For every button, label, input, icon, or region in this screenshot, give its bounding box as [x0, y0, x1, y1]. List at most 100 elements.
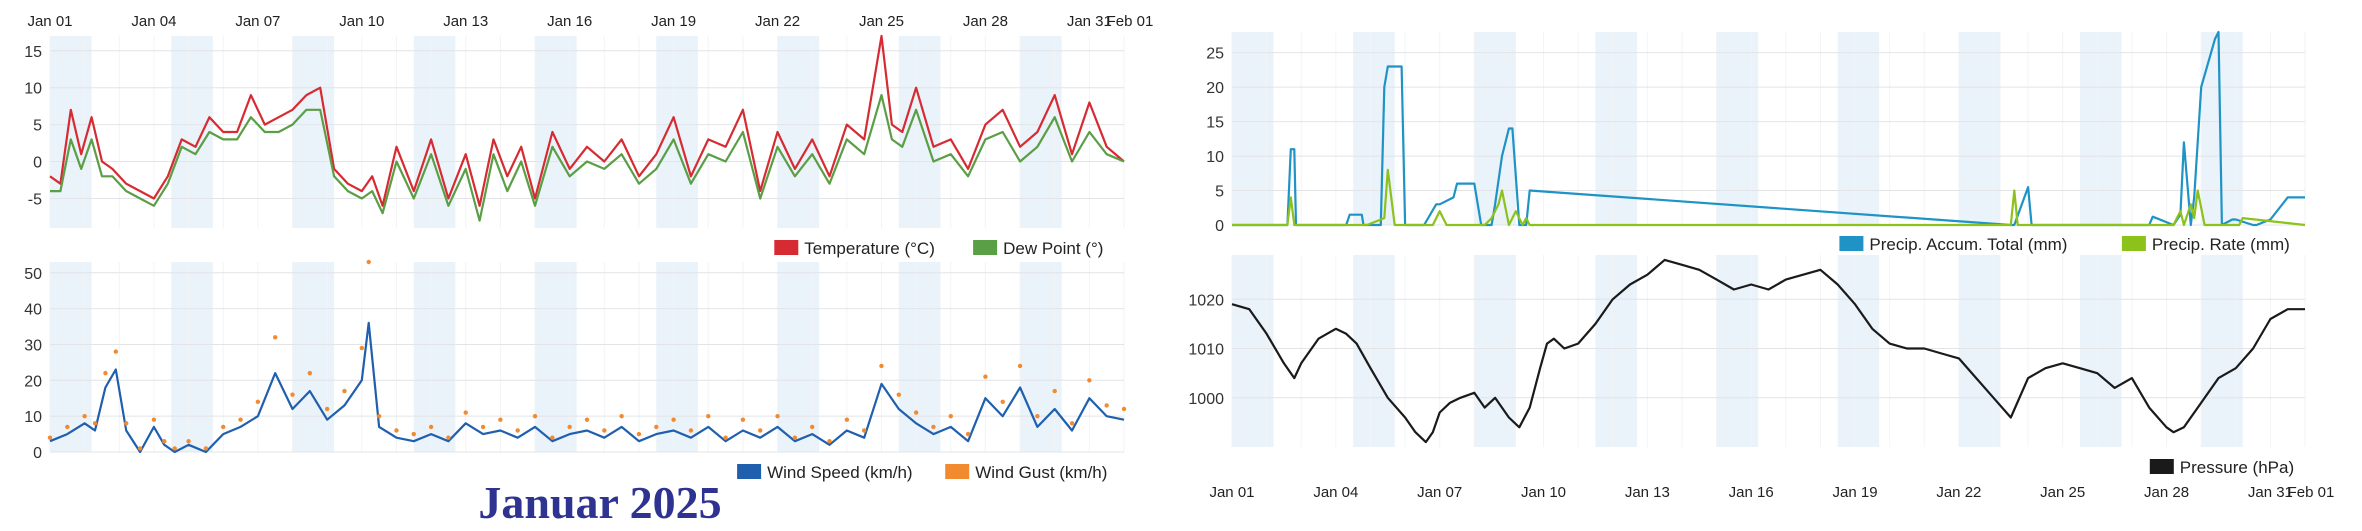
background-stripe	[898, 36, 941, 228]
gust-point	[480, 424, 486, 430]
background-stripe	[656, 262, 698, 452]
panel-precip	[1231, 30, 2306, 251]
y-tick-label: 15	[24, 44, 42, 61]
background-stripe	[292, 262, 335, 452]
gust-point	[82, 413, 87, 419]
gust-point	[113, 349, 119, 354]
y-tick-label: 10	[24, 81, 42, 98]
background-stripe	[777, 262, 820, 452]
background-stripe	[1837, 255, 1880, 447]
series-line-precip_total	[1232, 30, 2305, 227]
background-stripe	[50, 36, 92, 228]
gust-point	[366, 259, 371, 265]
gust-point	[567, 424, 572, 430]
gust-point	[550, 435, 555, 440]
y-tick-label: 5	[1215, 184, 1224, 201]
gust-point	[359, 345, 365, 351]
legend-label-temperature: Temperature (°C)	[804, 239, 935, 258]
y-tick-label: 15	[1206, 115, 1224, 132]
background-stripe	[898, 262, 941, 452]
y-tick-label: 0	[33, 445, 42, 462]
background-stripe	[1020, 36, 1062, 228]
background-stripe	[2080, 32, 2122, 225]
gust-point	[861, 428, 867, 433]
gust-point	[515, 428, 520, 433]
gust-point	[272, 335, 278, 340]
y-tick-label: 50	[24, 266, 42, 283]
legend-label-dew_point: Dew Point (°)	[1003, 239, 1103, 258]
bottom-date-tick: Jan 01	[1209, 484, 1254, 501]
bottom-date-tick: Jan 22	[1936, 484, 1981, 501]
y-tick-label: 5	[33, 118, 42, 135]
y-tick-label: 1000	[1188, 391, 1224, 408]
page-title: Januar 2025	[478, 477, 721, 528]
bottom-date-tick: Jan 13	[1625, 484, 1670, 501]
top-date-tick: Jan 31	[1067, 13, 1112, 30]
top-date-tick: Jan 10	[339, 13, 384, 30]
y-tick-label: 20	[24, 373, 42, 390]
legend-label-wind_speed: Wind Speed (km/h)	[767, 463, 913, 482]
top-date-tick: Feb 01	[1107, 13, 1154, 30]
gust-point	[463, 410, 468, 415]
gust-point	[965, 431, 971, 437]
y-tick-label: 10	[24, 409, 42, 426]
top-date-tick: Jan 28	[963, 13, 1008, 30]
gust-point	[827, 439, 832, 444]
legend-swatch-pressure	[2149, 459, 2174, 474]
gust-point	[1017, 363, 1023, 369]
background-stripe	[1716, 32, 1759, 225]
legend-label-pressure: Pressure (hPa)	[2180, 458, 2294, 477]
background-stripe	[1232, 255, 1274, 447]
bottom-date-tick: Jan 25	[2040, 484, 2085, 501]
background-stripe	[535, 262, 577, 452]
gust-point	[775, 413, 780, 419]
bottom-date-tick: Jan 07	[1417, 484, 1462, 501]
bottom-date-tick: Feb 01	[2288, 484, 2335, 501]
bottom-date-tick: Jan 28	[2144, 484, 2189, 501]
top-date-tick: Jan 04	[131, 13, 176, 30]
gust-point	[255, 399, 261, 405]
top-date-tick: Jan 22	[755, 13, 800, 30]
gust-point	[65, 424, 70, 430]
gust-point	[394, 428, 399, 433]
gust-point	[47, 435, 53, 440]
top-date-tick: Jan 01	[27, 13, 72, 30]
gust-point	[342, 388, 347, 394]
y-tick-label: 1010	[1188, 342, 1224, 359]
y-tick-label: 30	[24, 337, 42, 354]
gust-point	[137, 446, 143, 451]
gust-point	[619, 413, 624, 419]
y-tick-label: 0	[33, 155, 42, 172]
gust-point	[879, 363, 884, 369]
background-stripe	[1958, 32, 2001, 225]
legend-label-precip_rate: Precip. Rate (mm)	[2152, 235, 2290, 254]
gust-point	[1000, 399, 1005, 405]
background-stripe	[413, 262, 456, 452]
gust-point	[636, 431, 642, 437]
bottom-date-tick: Jan 19	[1833, 484, 1878, 501]
gust-point	[446, 435, 451, 440]
gust-point	[758, 428, 763, 433]
legend-swatch-wind_gust	[945, 464, 970, 479]
y-tick-label: 1020	[1188, 292, 1224, 309]
gust-point	[1052, 388, 1057, 394]
gust-point	[376, 413, 382, 419]
panel-temp	[49, 34, 1125, 255]
gust-point	[172, 446, 177, 451]
gust-point	[307, 370, 313, 376]
gust-point	[844, 417, 850, 422]
legend-swatch-precip_total	[1839, 236, 1864, 251]
gust-point	[290, 392, 295, 397]
background-stripe	[1958, 255, 2001, 447]
legend-swatch-precip_rate	[2121, 236, 2146, 251]
background-stripe	[2201, 255, 2243, 447]
background-stripe	[1353, 255, 1395, 447]
background-stripe	[171, 36, 213, 228]
y-tick-label: 0	[1215, 218, 1224, 235]
gust-point	[688, 428, 694, 433]
gust-point	[706, 413, 711, 419]
gust-point	[428, 424, 434, 430]
series-line-precip_rate	[1232, 168, 2306, 227]
top-date-tick: Jan 19	[651, 13, 696, 30]
